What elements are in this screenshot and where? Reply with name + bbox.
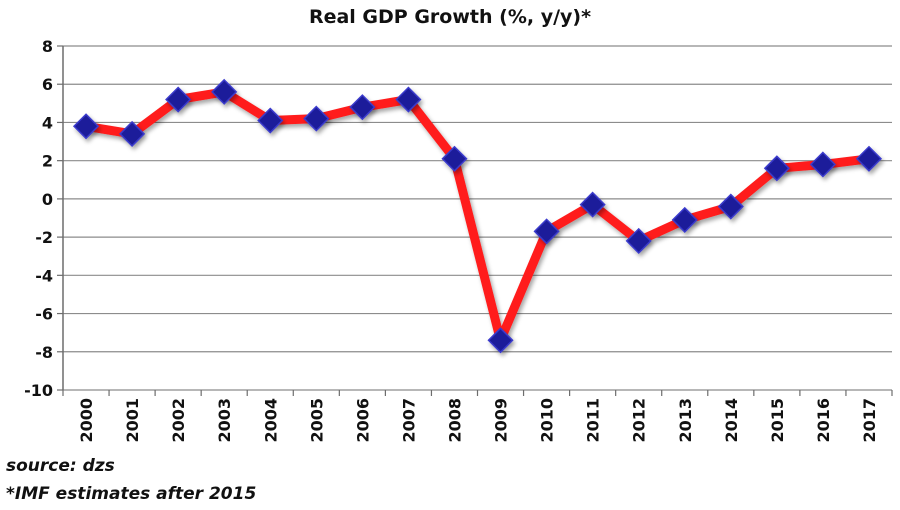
x-tick-label: 2004 xyxy=(261,398,280,443)
data-point xyxy=(257,107,284,134)
y-tick-labels: -10 -8 -6 -4 -2 0 2 4 6 8 xyxy=(24,37,53,400)
y-tick-label: 2 xyxy=(42,152,53,171)
y-tick-label: 4 xyxy=(42,113,53,132)
x-tick-label: 2016 xyxy=(814,398,833,443)
data-point xyxy=(487,327,514,354)
x-tick-label: 2005 xyxy=(307,398,326,443)
data-point xyxy=(579,191,606,218)
x-tick-label: 2000 xyxy=(77,398,96,443)
x-tick-label: 2003 xyxy=(215,398,234,443)
estimate-note: *IMF estimates after 2015 xyxy=(6,484,257,504)
y-tick-label: -6 xyxy=(35,305,53,324)
data-point xyxy=(165,86,192,113)
x-tick-label: 2011 xyxy=(584,398,603,443)
chart-title: Real GDP Growth (%, y/y)* xyxy=(308,6,592,28)
data-point xyxy=(763,155,790,182)
data-point xyxy=(671,206,698,233)
data-point xyxy=(441,145,468,172)
y-tick-label: -2 xyxy=(35,228,53,247)
y-tick-label: 8 xyxy=(42,37,53,56)
x-tick-label: 2008 xyxy=(445,398,464,443)
x-tick-label: 2001 xyxy=(123,398,142,443)
y-tick-label: -8 xyxy=(35,343,53,362)
y-tick-label: 6 xyxy=(42,75,53,94)
series-line xyxy=(81,87,874,345)
x-tick-label: 2010 xyxy=(538,398,557,443)
x-tick-label: 2009 xyxy=(492,398,511,443)
x-tick-label: 2002 xyxy=(169,398,188,443)
data-point xyxy=(211,78,238,105)
data-point xyxy=(119,120,146,147)
x-tick-labels: 2000 2001 2002 2003 2004 2005 2006 2007 2008 2009… xyxy=(77,398,879,443)
x-tick-label: 2013 xyxy=(676,398,695,443)
y-tick-label: -4 xyxy=(35,266,53,285)
x-tick-label: 2012 xyxy=(630,398,649,443)
data-point xyxy=(717,193,744,220)
axes xyxy=(57,45,893,396)
y-tick-label: -10 xyxy=(24,381,53,400)
data-point xyxy=(303,105,330,132)
data-point xyxy=(625,227,652,254)
data-point xyxy=(533,218,560,245)
data-point xyxy=(349,94,376,121)
x-tick-label: 2014 xyxy=(722,398,741,443)
x-tick-label: 2007 xyxy=(399,398,418,443)
series-markers xyxy=(72,78,883,354)
x-tick-label: 2006 xyxy=(353,398,372,443)
data-point xyxy=(72,113,100,140)
data-point xyxy=(809,151,836,178)
series-line xyxy=(81,87,874,345)
x-tick-label: 2017 xyxy=(860,398,879,443)
data-point xyxy=(855,145,883,172)
x-tick-label: 2015 xyxy=(768,398,787,443)
source-note: source: dzs xyxy=(6,456,115,476)
y-tick-label: 0 xyxy=(42,190,53,209)
data-point xyxy=(395,86,422,113)
